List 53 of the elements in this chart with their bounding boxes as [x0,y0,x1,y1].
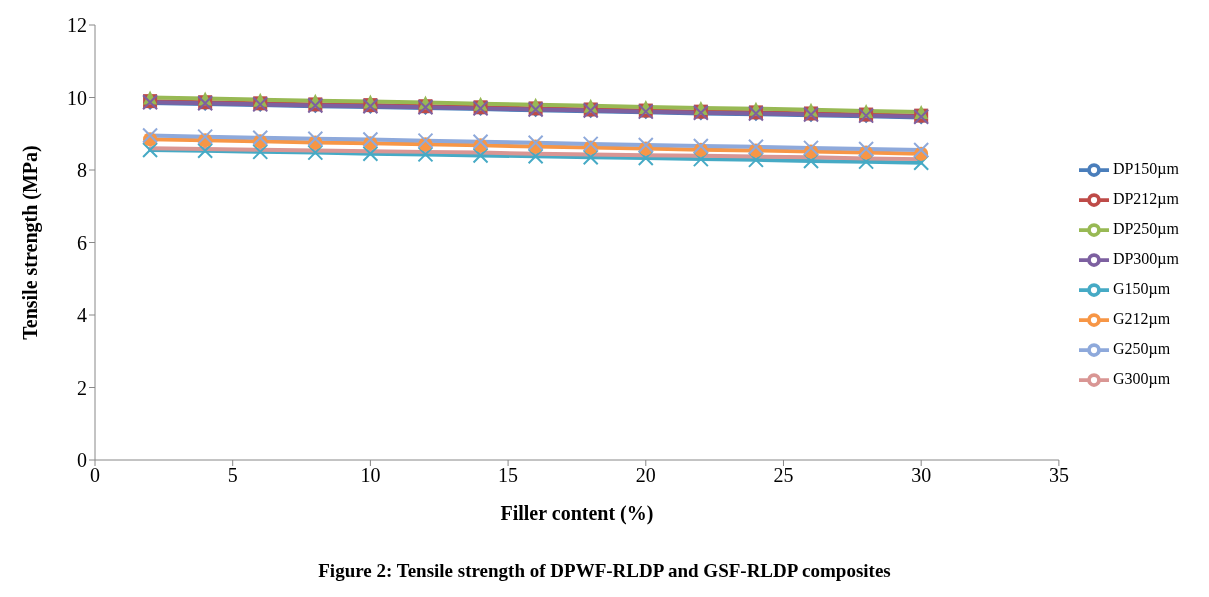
y-tick-label: 12 [67,14,87,37]
point [142,142,159,159]
y-tick-label: 2 [77,376,87,399]
legend-label: G250µm [1112,339,1171,357]
x-tick-label: 20 [635,464,656,487]
point [362,131,379,148]
point [252,129,269,146]
legend-label: G212µm [1112,309,1171,327]
x-tick-label: 15 [498,464,519,487]
legend-label: DP150µm [1112,159,1179,177]
point [637,150,654,167]
point [637,136,654,153]
legend-label: DP212µm [1112,189,1179,207]
y-tick-label: 10 [67,86,87,109]
y-tick-label: 6 [77,231,87,254]
point [692,151,709,168]
x-tick-label: 25 [773,464,794,487]
x-tick-label: 5 [227,464,238,487]
point [803,139,820,156]
y-tick-label: 0 [77,449,87,472]
point [858,140,875,157]
x-tick-label: 10 [360,464,381,487]
point [472,147,489,164]
point [142,127,159,144]
point [197,142,214,159]
point [307,130,324,147]
y-tick-label: 8 [77,159,87,182]
point [252,143,269,160]
point [527,148,544,165]
point [747,151,764,168]
point [913,142,930,159]
legend-label: DP250µm [1112,219,1179,237]
legend-label: G150µm [1112,279,1171,297]
point [417,132,434,149]
point [472,133,489,150]
point [417,146,434,163]
point [747,138,764,155]
x-tick-label: 30 [911,464,932,487]
point [692,138,709,155]
legend-label: DP300µm [1112,249,1179,267]
x-tick-label: 35 [1048,464,1069,487]
legend-label: G300µm [1112,369,1171,387]
x-axis-title: Filler content (%) [500,502,654,525]
text: Figure 2: Tensile strength of DPWF-RLDP and GSF-RLDP composites [317,560,892,582]
point [307,144,324,161]
point [582,135,599,152]
point [527,134,544,151]
point [582,149,599,166]
point [803,152,820,169]
y-tick-label: 4 [77,304,87,327]
point [362,145,379,162]
y-axis-title: Tensile strength (MPa) [19,145,43,340]
point [197,128,214,145]
